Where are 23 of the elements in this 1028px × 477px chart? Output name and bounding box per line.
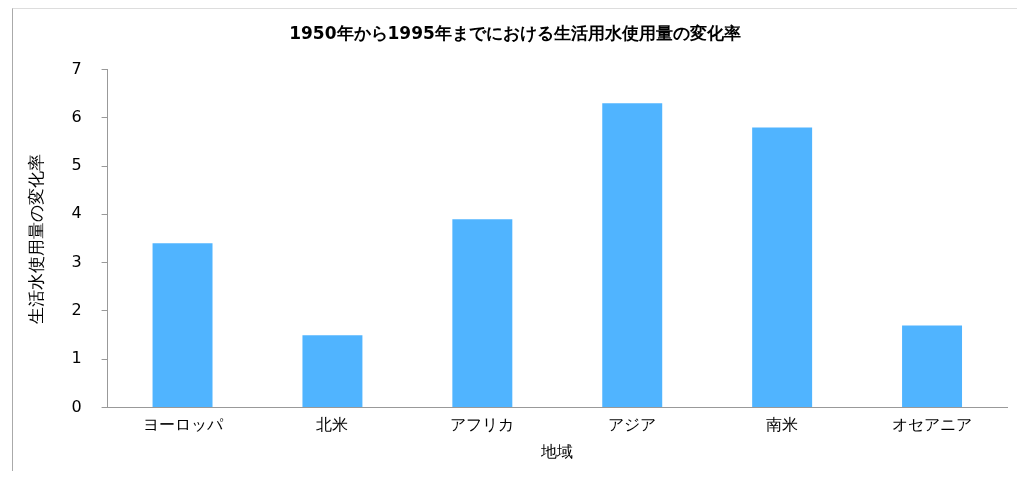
y-tick-label: 0 — [71, 396, 82, 416]
chart-title: 1950年から1995年までにおける生活用水使用量の変化率 — [289, 22, 741, 43]
y-tick-label: 6 — [71, 106, 82, 126]
bar — [752, 127, 813, 408]
bar — [302, 335, 363, 408]
bar — [452, 219, 513, 408]
y-axis-title: 生活水使用量の変化率 — [25, 153, 46, 324]
bar — [602, 103, 663, 408]
x-tick-label: ヨーロッパ — [142, 415, 224, 435]
y-tick-label: 7 — [71, 58, 82, 78]
y-tick-label: 1 — [71, 348, 82, 368]
y-tick-label: 3 — [71, 251, 82, 271]
y-tick-label: 2 — [71, 300, 82, 320]
x-axis-title: 地域 — [540, 441, 574, 461]
x-tick-label: アジア — [608, 415, 657, 435]
bar — [902, 325, 963, 408]
y-tick-label: 4 — [71, 203, 82, 223]
x-tick-label: 北米 — [316, 415, 349, 435]
bar — [152, 243, 213, 408]
y-tick-label: 5 — [71, 155, 82, 175]
x-tick-label: アフリカ — [450, 415, 515, 435]
x-tick-label: オセアニア — [892, 415, 973, 435]
x-tick-label: 南米 — [766, 415, 799, 435]
